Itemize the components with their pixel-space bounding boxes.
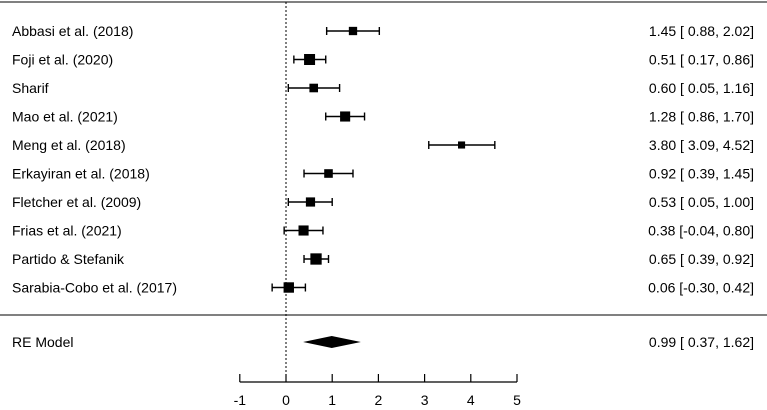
estimate-marker — [304, 54, 316, 65]
ci-text: 0.53 [ 0.05, 1.00] — [649, 194, 754, 210]
x-tick-label: -1 — [234, 392, 247, 408]
study-row: Partido & Stefanik 0.65 [ 0.39, 0.92] — [12, 251, 754, 267]
ci-text: 0.60 [ 0.05, 1.16] — [649, 80, 754, 96]
x-tick-label: 4 — [467, 392, 475, 408]
study-label: Frias et al. (2021) — [12, 223, 122, 239]
study-label: Partido & Stefanik — [12, 251, 125, 267]
x-tick-label: 0 — [282, 392, 290, 408]
ci-text: 3.80 [ 3.09, 4.52] — [649, 137, 754, 153]
study-label: Sharif — [12, 80, 49, 96]
study-label: Erkayiran et al. (2018) — [12, 166, 150, 182]
x-tick-label: 1 — [328, 392, 336, 408]
estimate-marker — [458, 141, 466, 149]
study-label: Mao et al. (2021) — [12, 109, 118, 125]
ci-text: 0.06 [-0.30, 0.42] — [648, 280, 754, 296]
estimate-marker — [305, 197, 316, 207]
x-axis: -1 0 1 2 3 4 5 — [234, 374, 521, 408]
study-row: Frias et al. (2021) 0.38 [-0.04, 0.80] — [12, 223, 754, 239]
study-row: Sarabia-Cobo et al. (2017) 0.06 [-0.30, 0… — [12, 280, 754, 296]
study-label: Abbasi et al. (2018) — [12, 23, 133, 39]
ci-text: 1.28 [ 0.86, 1.70] — [649, 109, 754, 125]
estimate-marker — [310, 253, 322, 265]
study-row: Foji et al. (2020) 0.51 [ 0.17, 0.86] — [12, 52, 754, 68]
study-row: Abbasi et al. (2018) 1.45 [ 0.88, 2.02] — [12, 23, 754, 39]
ci-text: 0.92 [ 0.39, 1.45] — [649, 166, 754, 182]
estimate-marker — [283, 282, 294, 293]
estimate-marker — [340, 111, 351, 122]
study-row: Fletcher et al. (2009) 0.53 [ 0.05, 1.00] — [12, 194, 754, 210]
summary-diamond — [303, 336, 361, 348]
study-label: Meng et al. (2018) — [12, 137, 126, 153]
study-label: Sarabia-Cobo et al. (2017) — [12, 280, 177, 296]
study-rows: Abbasi et al. (2018) 1.45 [ 0.88, 2.02] Fo… — [12, 23, 754, 296]
study-row: Erkayiran et al. (2018) 0.92 [ 0.39, 1.45… — [12, 166, 754, 182]
ci-text: 0.51 [ 0.17, 0.86] — [649, 52, 754, 68]
estimate-marker — [298, 225, 309, 236]
estimate-marker — [348, 26, 358, 36]
x-tick-label: 5 — [513, 392, 521, 408]
ci-text: 0.65 [ 0.39, 0.92] — [649, 251, 754, 267]
study-row: Sharif 0.60 [ 0.05, 1.16] — [12, 80, 754, 96]
summary-row: RE Model 0.99 [ 0.37, 1.62] — [12, 334, 754, 350]
ci-text: 1.45 [ 0.88, 2.02] — [649, 23, 754, 39]
x-tick-label: 2 — [375, 392, 383, 408]
study-row: Meng et al. (2018) 3.80 [ 3.09, 4.52] — [12, 137, 754, 153]
estimate-marker — [324, 169, 333, 178]
x-tick-label: 3 — [421, 392, 429, 408]
estimate-marker — [309, 83, 319, 93]
study-label: Fletcher et al. (2009) — [12, 194, 141, 210]
study-label: Foji et al. (2020) — [12, 52, 113, 68]
summary-label: RE Model — [12, 334, 73, 350]
study-row: Mao et al. (2021) 1.28 [ 0.86, 1.70] — [12, 109, 754, 125]
ci-text: 0.38 [-0.04, 0.80] — [648, 223, 754, 239]
summary-ci-text: 0.99 [ 0.37, 1.62] — [649, 334, 754, 350]
